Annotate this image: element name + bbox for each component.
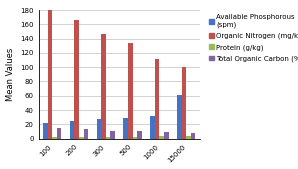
Bar xyxy=(83,129,88,139)
Bar xyxy=(137,131,142,139)
Bar xyxy=(150,116,155,139)
Bar xyxy=(97,119,101,139)
Bar xyxy=(48,10,52,139)
Bar xyxy=(123,118,128,139)
Bar xyxy=(70,121,74,139)
Bar xyxy=(74,20,79,139)
Y-axis label: Mean Values: Mean Values xyxy=(6,48,15,101)
Bar xyxy=(101,34,106,139)
Bar xyxy=(177,95,182,139)
Bar xyxy=(164,132,169,139)
Bar xyxy=(133,137,137,139)
Bar xyxy=(43,123,48,139)
Bar xyxy=(52,137,57,139)
Bar xyxy=(186,136,191,139)
Bar xyxy=(106,137,110,139)
Bar xyxy=(79,137,83,139)
Bar xyxy=(159,136,164,139)
Bar xyxy=(57,128,61,139)
Legend: Available Phosphorous
(spm), Organic Nitrogen (mg/kg), Protein (g/kg), Total Org: Available Phosphorous (spm), Organic Nit… xyxy=(208,14,298,63)
Bar xyxy=(110,131,115,139)
Bar xyxy=(191,133,195,139)
Bar xyxy=(155,59,159,139)
Bar xyxy=(182,67,186,139)
Bar xyxy=(128,43,133,139)
